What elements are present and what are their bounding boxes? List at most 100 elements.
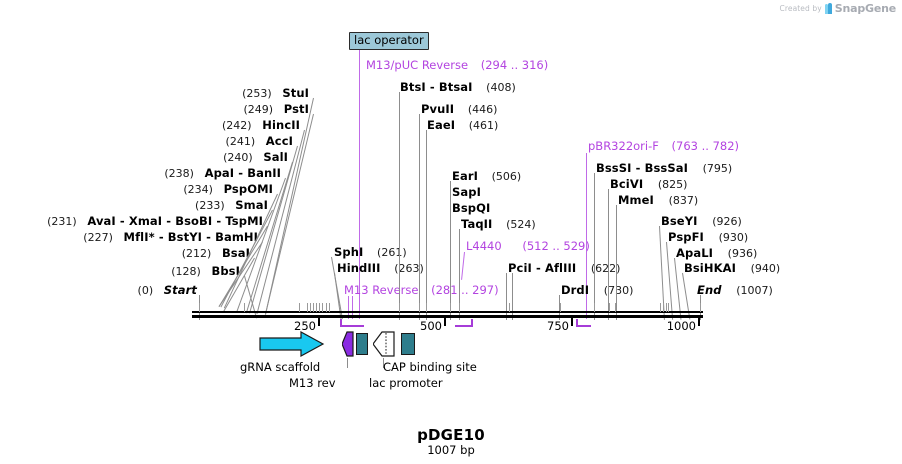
site-enzymes: StuI	[282, 86, 309, 100]
primer-range: (512 .. 529)	[522, 239, 590, 253]
cut-mark-837	[615, 303, 616, 312]
site-label-smai[interactable]: (233) SmaI	[195, 199, 268, 212]
primer-name: pBR322ori-F	[588, 139, 659, 153]
site-enzymes: AccI	[265, 134, 293, 148]
droplead-lac-promoter	[383, 358, 384, 368]
site-label-bsai[interactable]: (212) BsaI	[182, 247, 250, 260]
site-position: (249)	[243, 103, 274, 116]
site-label-apali[interactable]: ApaLI (936)	[676, 247, 757, 260]
site-label-taqii[interactable]: TaqII (524)	[461, 218, 536, 231]
site-position: (622)	[590, 262, 621, 275]
primer-label-l4440[interactable]: L4440 (512 .. 529)	[466, 240, 590, 252]
backbone-line-top	[192, 311, 703, 313]
site-enzymes: SalI	[263, 150, 288, 164]
feature-grna-scaffold[interactable]	[259, 331, 325, 357]
site-label-sphi[interactable]: SphI (261)	[334, 246, 407, 259]
primer-tick-l4440-end	[471, 319, 473, 326]
ruler-tick-1000	[698, 318, 700, 326]
feature-label-m13-rev[interactable]: M13 rev	[289, 376, 336, 390]
site-enzymes: BciVI	[610, 177, 644, 191]
site-enzymes: PvuII	[421, 102, 455, 116]
site-position: (227)	[83, 231, 113, 244]
site-label-bsihkai[interactable]: BsiHKAI (940)	[684, 262, 780, 275]
site-label-bspqi[interactable]: BspQI	[452, 202, 490, 214]
site-enzymes: BbsI	[211, 264, 240, 278]
leader-line-pbr322ori-f	[586, 153, 588, 319]
site-label-bseyi[interactable]: BseYI (926)	[661, 215, 742, 228]
site-position: (238)	[164, 167, 194, 180]
ruler-label-250: 250	[294, 319, 316, 333]
site-enzymes: HindIII	[337, 261, 381, 275]
site-position: (506)	[491, 170, 522, 183]
feature-cap-binding-site-box[interactable]	[401, 333, 415, 355]
cut-mark-1007	[700, 303, 701, 312]
site-position: (261)	[377, 246, 407, 259]
feature-label-cap-binding-site[interactable]: CAP binding site	[383, 360, 477, 374]
cut-mark-253	[322, 303, 323, 312]
feature-lac-promoter[interactable]	[373, 331, 395, 357]
site-label-avai-xmai-bsobi-tspmi[interactable]: (231) AvaI - XmaI - BsoBI - TspMI	[47, 215, 263, 228]
site-enzymes: PstI	[283, 102, 309, 116]
cut-mark-128	[244, 303, 245, 312]
cut-mark-730	[560, 303, 561, 312]
ruler-label-1000: 1000	[666, 319, 696, 333]
site-enzymes: SphI	[334, 245, 364, 259]
site-label-end[interactable]: End (1007)	[697, 284, 773, 297]
feature-m13-rev[interactable]	[342, 331, 354, 357]
snapgene-watermark: Created by SnapGene	[780, 2, 897, 15]
site-label-mmei[interactable]: MmeI (837)	[618, 194, 698, 207]
site-label-stui[interactable]: (253) StuI	[242, 87, 309, 100]
site-label-mfli-bstyi-bamhi[interactable]: (227) MflI* - BstYI - BamHI	[83, 231, 258, 244]
feature-lac-operator-box[interactable]	[356, 333, 368, 355]
cut-mark-446	[419, 303, 420, 312]
site-position: (212)	[181, 247, 212, 260]
site-enzymes: BtsI - BtsaI	[400, 80, 473, 94]
site-label-bsssi-bsssai[interactable]: BssSI - BssSaI (795)	[596, 162, 732, 175]
watermark-created-by-label: Created by	[779, 4, 822, 13]
site-label-apai-banii[interactable]: (238) ApaI - BanII	[164, 167, 281, 180]
cut-mark-261	[326, 303, 327, 312]
site-label-pvuii[interactable]: PvuII (446)	[421, 103, 497, 116]
backbone-line-bottom	[192, 315, 703, 318]
site-label-hincii[interactable]: (242) HincII	[222, 119, 300, 132]
ruler-tick-750	[571, 318, 573, 326]
site-label-psti[interactable]: (249) PstI	[244, 103, 310, 116]
site-enzymes: SapI	[452, 185, 481, 199]
feature-label-lac-promoter[interactable]: lac promoter	[369, 376, 443, 390]
site-position: (240)	[223, 151, 253, 164]
site-position: (242)	[222, 119, 252, 132]
cut-mark-263	[329, 303, 330, 312]
site-label-btsi-btsai[interactable]: BtsI - BtsaI (408)	[400, 81, 516, 94]
primer-label-m13-puc-reverse[interactable]: M13/pUC Reverse (294 .. 316)	[366, 59, 548, 71]
site-label-pspomi[interactable]: (234) PspOMI	[183, 183, 273, 196]
leader-line-eari	[450, 181, 451, 320]
site-enzymes: HincII	[262, 118, 300, 132]
site-position: (837)	[668, 194, 699, 207]
site-enzymes: BsiHKAI	[684, 261, 736, 275]
leader-line-afliii	[512, 273, 513, 320]
site-position: (461)	[468, 119, 499, 132]
site-label-acci[interactable]: (241) AccI	[226, 135, 293, 148]
site-label-hindiii[interactable]: HindIII (263)	[337, 262, 424, 275]
cut-mark-926	[660, 303, 661, 312]
site-enzymes: MmeI	[618, 193, 654, 207]
site-label-eaei[interactable]: EaeI (461)	[427, 119, 498, 132]
site-enzymes: End	[697, 283, 722, 297]
site-label-drdi[interactable]: DrdI (730)	[561, 284, 633, 297]
site-label-bbsi[interactable]: (128) BbsI	[171, 265, 240, 278]
site-label-start[interactable]: (0) Start	[138, 284, 197, 297]
site-label-sapi[interactable]: SapI	[452, 186, 481, 198]
site-label-bcivi[interactable]: BciVI (825)	[610, 178, 687, 191]
site-label-eari[interactable]: EarI (506)	[452, 170, 521, 183]
feature-flag-lac-operator[interactable]: lac operator	[349, 32, 429, 50]
site-position: (241)	[225, 135, 256, 148]
primer-label-pbr322ori-f[interactable]: pBR322ori-F (763 .. 782)	[588, 140, 739, 152]
site-enzymes: AvaI - XmaI - BsoBI - TspMI	[87, 214, 263, 228]
site-label-sali[interactable]: (240) SalI	[223, 151, 288, 164]
primer-label-m13-reverse[interactable]: M13 Reverse (281 .. 297)	[344, 284, 499, 296]
site-label-pcii-afliii[interactable]: PciI - AflIII (622)	[508, 262, 620, 275]
site-position: (231)	[47, 215, 77, 228]
site-label-pspfi[interactable]: PspFI (930)	[668, 231, 748, 244]
feature-label-grna-scaffold[interactable]: gRNA scaffold	[240, 360, 321, 374]
